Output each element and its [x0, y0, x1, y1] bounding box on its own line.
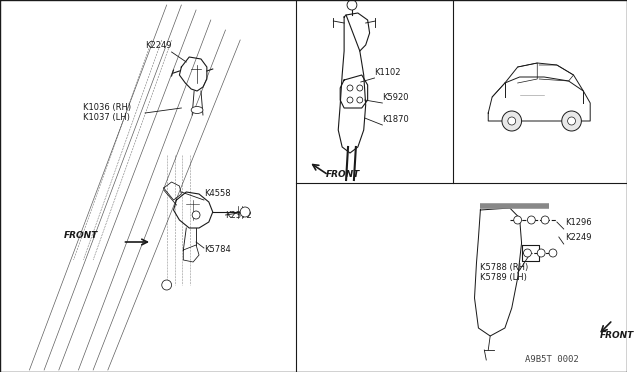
Text: FRONT: FRONT — [326, 170, 360, 179]
Text: K5784: K5784 — [204, 245, 230, 254]
Text: FRONT: FRONT — [64, 231, 98, 240]
Circle shape — [240, 207, 250, 217]
Text: K4558: K4558 — [204, 189, 230, 198]
Text: K5920: K5920 — [382, 93, 409, 102]
Circle shape — [357, 97, 363, 103]
Circle shape — [514, 216, 522, 224]
Text: K1870: K1870 — [382, 115, 409, 124]
Text: K1037 (LH): K1037 (LH) — [83, 113, 130, 122]
Text: FRONT: FRONT — [600, 331, 634, 340]
Circle shape — [192, 211, 200, 219]
Circle shape — [162, 280, 172, 290]
Circle shape — [508, 117, 516, 125]
Circle shape — [347, 97, 353, 103]
Text: A9B5T 0002: A9B5T 0002 — [525, 355, 579, 364]
Circle shape — [537, 249, 545, 257]
Text: K2249: K2249 — [564, 233, 591, 242]
Text: K2372: K2372 — [225, 211, 252, 220]
Circle shape — [524, 249, 531, 257]
Text: K1102: K1102 — [374, 68, 401, 77]
Text: K1036 (RH): K1036 (RH) — [83, 103, 131, 112]
Text: K5789 (LH): K5789 (LH) — [481, 273, 527, 282]
Circle shape — [347, 0, 357, 10]
Circle shape — [549, 249, 557, 257]
Text: K1296: K1296 — [564, 218, 591, 227]
Circle shape — [357, 85, 363, 91]
Circle shape — [562, 111, 581, 131]
Circle shape — [347, 85, 353, 91]
Circle shape — [527, 216, 535, 224]
Circle shape — [541, 216, 549, 224]
Circle shape — [568, 117, 575, 125]
Ellipse shape — [191, 106, 203, 113]
Text: K2249: K2249 — [145, 41, 172, 50]
Circle shape — [502, 111, 522, 131]
Text: K5788 (RH): K5788 (RH) — [481, 263, 529, 272]
